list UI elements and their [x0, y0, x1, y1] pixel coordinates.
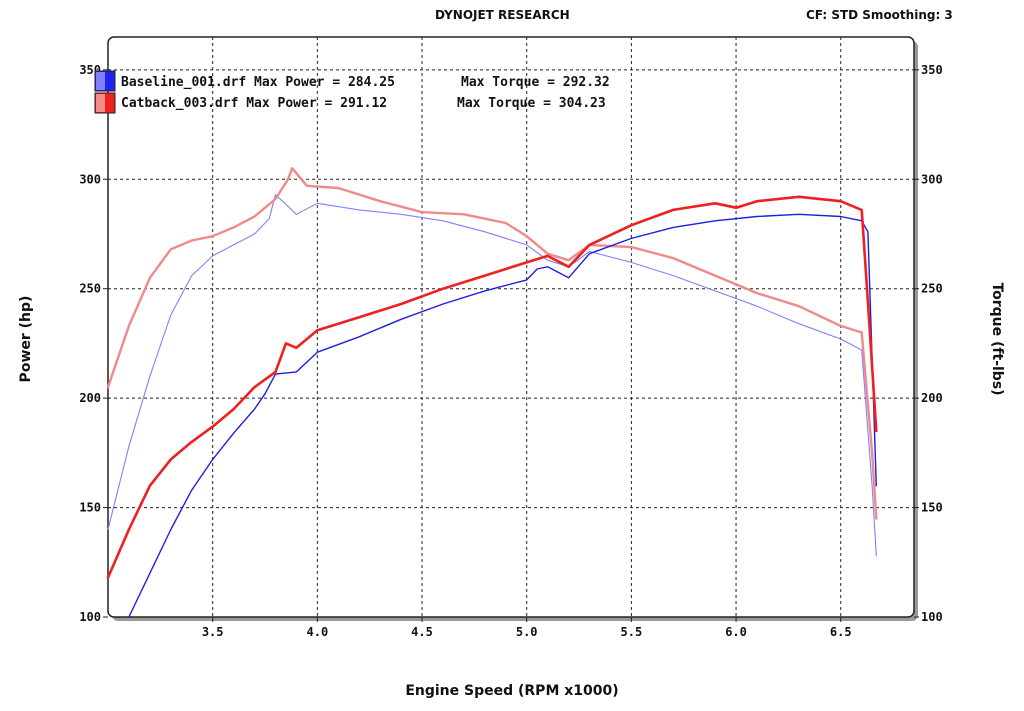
y-tick-label-left: 250: [79, 282, 101, 296]
y-tick-label-right: 300: [921, 172, 943, 186]
x-tick-label: 5.0: [516, 625, 538, 639]
x-tick-label: 4.0: [307, 625, 329, 639]
series-line-catback-torque: [106, 167, 878, 520]
series-lines: [106, 167, 878, 618]
y-tick-label-right: 250: [921, 282, 943, 296]
legend-swatch-catback: [94, 92, 116, 114]
series-line-baseline-torque: [107, 194, 877, 557]
x-axis-title: Engine Speed (RPM x1000): [405, 683, 618, 699]
x-tick-label: 4.5: [411, 625, 433, 639]
legend: Baseline_001.drf Max Power = 284.25 Max …: [94, 70, 610, 114]
y-axis-title-left: Power (hp): [18, 296, 34, 383]
legend-torque-catback: Max Torque = 304.23: [457, 96, 606, 111]
legend-torque-baseline: Max Torque = 292.32: [461, 75, 610, 90]
y-tick-label-right: 200: [921, 391, 943, 405]
x-tick-label: 5.5: [621, 625, 643, 639]
legend-label-catback: Catback_003.drf Max Power = 291.12: [121, 96, 387, 111]
y-tick-label-left: 200: [79, 391, 101, 405]
x-tick-label: 6.5: [830, 625, 852, 639]
y-tick-label-right: 150: [921, 501, 943, 515]
y-axis-title-right: Torque (ft-lbs): [989, 282, 1005, 395]
series-line-baseline-power: [128, 213, 877, 618]
chart-header-title: DYNOJET RESEARCH: [435, 8, 570, 22]
y-tick-label-left: 100: [79, 610, 101, 624]
chart-header-settings: CF: STD Smoothing: 3: [806, 8, 953, 22]
axis-ticks: 3.5 4.0 4.5 5.0 5.5 6.0 6.5 100 150 200 250 300 350 1…: [79, 63, 942, 639]
y-tick-label-right: 350: [921, 63, 943, 77]
grid: [108, 37, 914, 617]
y-tick-label-left: 150: [79, 501, 101, 515]
x-tick-label: 3.5: [202, 625, 224, 639]
plot-frame: [107, 36, 915, 618]
y-tick-label-left: 300: [79, 172, 101, 186]
y-tick-label-right: 100: [921, 610, 943, 624]
x-tick-label: 6.0: [725, 625, 747, 639]
legend-label-baseline: Baseline_001.drf Max Power = 284.25: [121, 75, 395, 90]
legend-swatch-baseline: [94, 70, 116, 92]
series-line-catback-power: [106, 195, 878, 579]
